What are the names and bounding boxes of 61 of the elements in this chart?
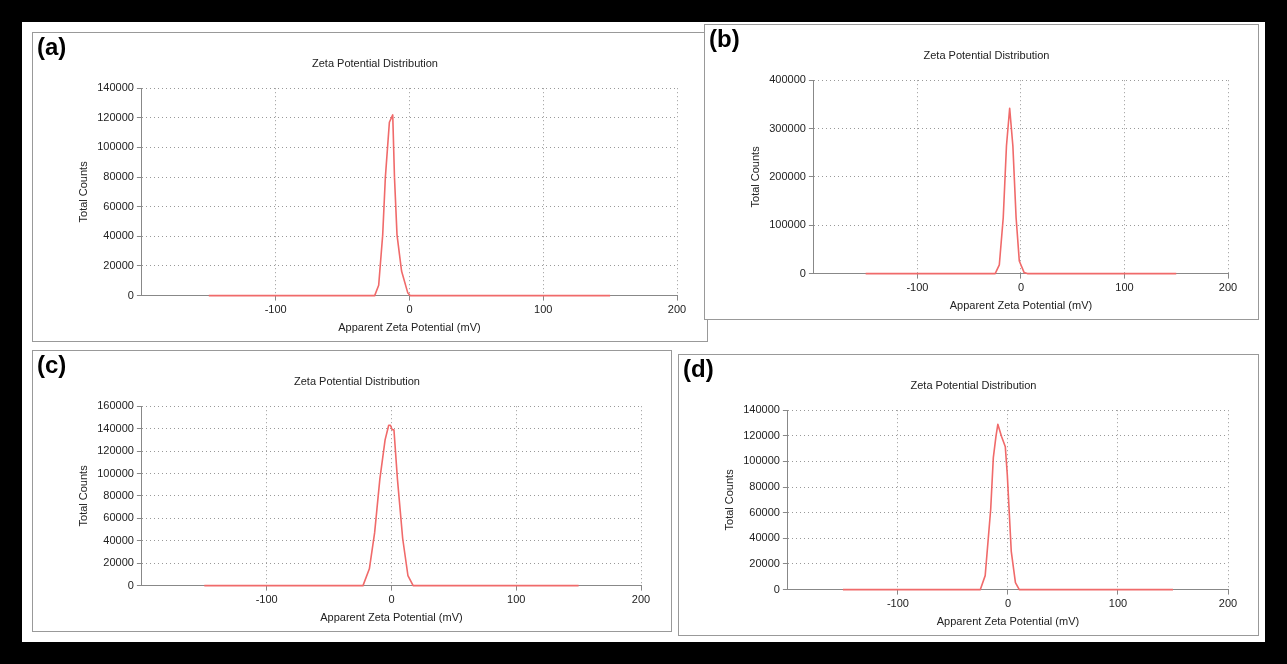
y-tick-label: 80000 <box>103 170 134 183</box>
y-tick-label: 0 <box>799 266 806 279</box>
y-tick-label: 20000 <box>103 556 134 569</box>
x-tick-label: -100 <box>264 303 287 316</box>
text: (a) <box>37 33 67 61</box>
y-tick-label: 120000 <box>97 110 134 123</box>
x-tick-label: 0 <box>1017 281 1025 294</box>
y-axis-title: Total Counts <box>748 145 761 208</box>
x-tick-label: 0 <box>406 303 413 316</box>
text: (c) <box>37 351 67 379</box>
x-tick-label: 100 <box>1115 281 1134 294</box>
x-tick-label: -100 <box>886 597 909 610</box>
x-tick-label: 0 <box>388 593 395 606</box>
y-tick-label: 300000 <box>769 121 806 134</box>
y-tick-label: 40000 <box>103 533 134 546</box>
y-tick-label: 40000 <box>103 229 134 242</box>
chart-title: Zeta Potential Distribution <box>294 374 420 387</box>
x-tick-label: 200 <box>1218 597 1238 610</box>
y-tick-label: 100000 <box>97 466 134 479</box>
y-tick-label: 80000 <box>103 488 134 501</box>
y-tick-label: 60000 <box>749 505 780 518</box>
y-axis-title: Total Counts <box>722 468 735 531</box>
y-tick-label: 60000 <box>103 199 134 212</box>
x-tick-label: 200 <box>667 303 687 316</box>
x-axis-title: Apparent Zeta Potential (mV) <box>949 299 1093 312</box>
y-tick-label: 100000 <box>743 454 780 467</box>
x-axis-title: Apparent Zeta Potential (mV) <box>936 615 1080 628</box>
y-tick-label: 60000 <box>103 511 134 524</box>
x-tick-label: -100 <box>906 281 929 294</box>
y-tick-label: 140000 <box>97 421 134 434</box>
y-tick-label: 140000 <box>97 81 134 94</box>
x-axis-title: Apparent Zeta Potential (mV) <box>338 321 481 334</box>
text: (b) <box>709 25 740 53</box>
y-tick-label: 0 <box>127 578 134 591</box>
x-tick-label: 100 <box>507 593 526 606</box>
y-tick-label: 80000 <box>749 480 780 493</box>
y-tick-label: 20000 <box>749 557 780 569</box>
y-tick-label: 200000 <box>769 169 806 182</box>
y-tick-label: 0 <box>773 582 780 595</box>
y-axis-title: Total Counts <box>76 464 89 527</box>
y-tick-label: 20000 <box>103 259 134 271</box>
x-tick-label: 0 <box>1004 597 1012 610</box>
x-tick-label: 200 <box>631 593 651 606</box>
x-tick-label: 200 <box>1218 281 1238 294</box>
chart-title: Zeta Potential Distribution <box>312 56 438 69</box>
y-tick-label: 100000 <box>769 218 806 231</box>
y-tick-label: 40000 <box>749 531 780 544</box>
y-tick-label: 400000 <box>769 73 806 86</box>
x-tick-label: -100 <box>255 593 278 606</box>
x-tick-label: 100 <box>534 303 553 316</box>
y-tick-label: 140000 <box>743 403 780 416</box>
y-tick-label: 120000 <box>97 444 134 457</box>
y-tick-label: 100000 <box>97 140 134 153</box>
chart-title: Zeta Potential Distribution <box>910 378 1037 391</box>
x-tick-label: 100 <box>1108 597 1128 610</box>
y-axis-title: Total Counts <box>76 160 89 223</box>
text: (d) <box>683 355 714 383</box>
chart-title: Zeta Potential Distribution <box>923 48 1050 61</box>
y-tick-label: 160000 <box>97 399 134 412</box>
x-axis-title: Apparent Zeta Potential (mV) <box>320 611 463 624</box>
y-tick-label: 120000 <box>743 428 780 441</box>
